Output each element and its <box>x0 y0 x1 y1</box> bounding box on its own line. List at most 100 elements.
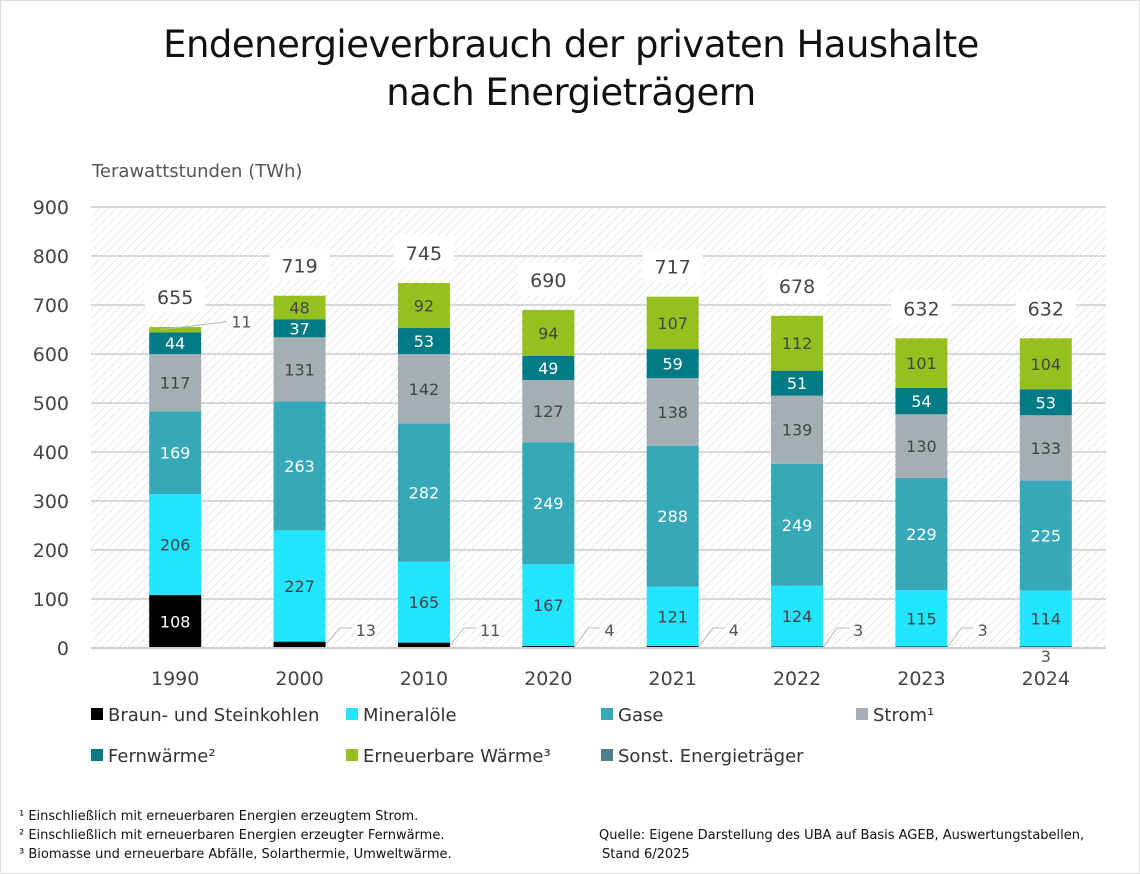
y-tick-label: 100 <box>33 589 69 611</box>
y-tick-label: 0 <box>57 638 69 660</box>
legend-label: Strom¹ <box>873 705 934 726</box>
bar-segment <box>771 395 824 464</box>
data-label: 3 <box>1041 647 1051 666</box>
data-label: 54 <box>911 392 931 411</box>
bar-segment <box>149 354 202 412</box>
total-label: 745 <box>406 243 442 265</box>
total-label-box <box>393 235 454 268</box>
total-label-box <box>767 268 828 301</box>
data-label: 4 <box>729 621 739 640</box>
legend-label: Erneuerbare Wärme³ <box>363 746 551 767</box>
y-tick-label: 700 <box>33 295 69 317</box>
data-label: 92 <box>414 296 434 315</box>
data-label: 121 <box>657 607 688 626</box>
leader-line <box>159 321 228 331</box>
data-label: 13 <box>356 621 376 640</box>
data-label: 229 <box>906 525 937 544</box>
data-label: 11 <box>480 621 500 640</box>
footnote-3: ³ Biomasse und erneuerbare Abfälle, Sola… <box>19 847 452 862</box>
data-label: 94 <box>538 324 558 343</box>
data-label: 130 <box>906 437 937 456</box>
total-label: 719 <box>281 256 317 278</box>
bar-segment <box>771 463 824 586</box>
data-label: 3 <box>977 621 987 640</box>
y-tick-label: 800 <box>33 246 69 268</box>
bar-segment <box>397 328 450 354</box>
bar-segment <box>895 338 948 388</box>
x-tick-label: 2000 <box>275 668 323 690</box>
legend-label: Fernwärme² <box>108 746 216 767</box>
bar-segment <box>522 379 575 443</box>
bar-segment <box>522 355 575 380</box>
data-label: 59 <box>663 355 683 374</box>
chart-title: Endenergieverbrauch der privaten Haushal… <box>1 21 1139 117</box>
bar-segment <box>1019 480 1072 591</box>
data-label: 117 <box>160 374 191 393</box>
total-label: 690 <box>530 270 566 292</box>
total-label-box <box>518 262 579 295</box>
x-tick-label: 2021 <box>649 668 697 690</box>
total-label-box <box>269 248 330 281</box>
data-label: 4 <box>604 621 614 640</box>
data-label: 131 <box>284 360 315 379</box>
y-tick-label: 900 <box>33 197 69 219</box>
bar-segment <box>149 411 202 495</box>
y-tick-label: 400 <box>33 442 69 464</box>
data-label: 108 <box>160 613 191 632</box>
bar-segment <box>397 282 450 329</box>
footnote-2: ² Einschließlich mit erneuerbaren Energi… <box>19 828 445 843</box>
bar-segment <box>273 641 326 648</box>
data-label: 53 <box>1036 393 1056 412</box>
leader-line <box>573 627 601 648</box>
legend-label: Mineralöle <box>363 705 457 726</box>
bar-segment <box>149 327 202 333</box>
bar-segment <box>1019 389 1072 416</box>
bar-segment <box>522 442 575 565</box>
bar-segment <box>149 494 202 596</box>
total-label: 678 <box>779 276 815 298</box>
total-label-box <box>891 291 952 324</box>
y-tick-label: 500 <box>33 393 69 415</box>
y-tick-label: 600 <box>33 344 69 366</box>
legend-label: Braun- und Steinkohlen <box>108 705 319 726</box>
bar-segment <box>895 477 948 591</box>
bar-segment <box>149 332 202 354</box>
source-line-2: Stand 6/2025 <box>602 847 690 862</box>
data-label: 142 <box>409 380 440 399</box>
legend-swatch <box>91 749 103 761</box>
bar-segment <box>397 354 450 424</box>
data-label: 138 <box>657 403 688 422</box>
x-tick-label: 2020 <box>524 668 572 690</box>
data-label: 167 <box>533 596 564 615</box>
y-axis-label: Terawattstunden (TWh) <box>92 161 303 182</box>
leader-line <box>947 627 974 648</box>
data-label: 112 <box>782 334 813 353</box>
x-tick-label: 2010 <box>400 668 448 690</box>
data-label: 104 <box>1031 355 1062 374</box>
data-label: 101 <box>906 354 937 373</box>
data-label: 115 <box>906 609 937 628</box>
x-tick-label: 2022 <box>773 668 821 690</box>
data-label: 44 <box>165 334 185 353</box>
leader-line <box>325 627 352 646</box>
bar-segment <box>397 642 450 648</box>
x-tick-label: 2024 <box>1022 668 1070 690</box>
total-label-box <box>1015 291 1076 324</box>
data-label: 249 <box>533 494 564 513</box>
bar-segment <box>149 595 202 648</box>
bar-segment <box>771 315 824 371</box>
leader-line <box>449 627 476 646</box>
data-label: 11 <box>231 313 251 332</box>
total-label-box <box>145 280 206 313</box>
y-tick-label: 300 <box>33 491 69 513</box>
bar-segment <box>771 585 824 647</box>
bar-segment <box>273 319 326 338</box>
data-label: 51 <box>787 374 807 393</box>
data-label: 37 <box>289 319 309 338</box>
data-label: 53 <box>414 332 434 351</box>
bar-segment <box>273 530 326 642</box>
total-label: 632 <box>903 298 939 320</box>
legend-label: Sonst. Energieträger <box>618 746 804 767</box>
legend-label: Gase <box>618 705 663 726</box>
